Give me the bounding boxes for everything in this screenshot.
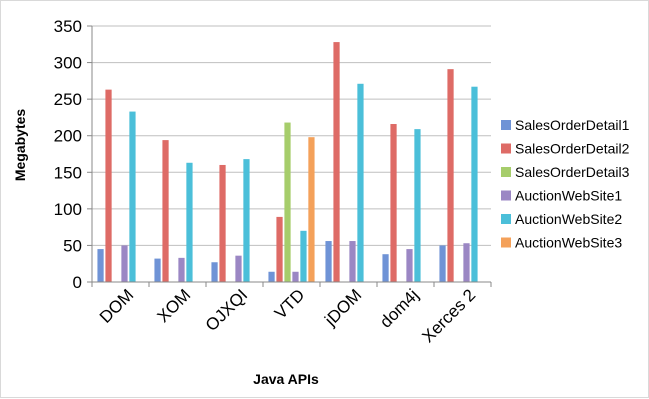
bar-AuctionWebSite1-jDOM bbox=[349, 241, 356, 282]
y-tick-label: 150 bbox=[54, 163, 82, 182]
legend-swatch bbox=[501, 190, 511, 201]
bar-AuctionWebSite2-XOM bbox=[186, 162, 193, 282]
legend-swatch bbox=[501, 237, 511, 248]
bar-AuctionWebSite1-XOM bbox=[178, 257, 185, 282]
bar-SalesOrderDetail2-Xerces 2 bbox=[447, 69, 454, 282]
bar-SalesOrderDetail1-OJXQI bbox=[211, 262, 218, 282]
bar-SalesOrderDetail1-dom4j bbox=[382, 254, 389, 282]
legend-label: SalesOrderDetail2 bbox=[515, 141, 630, 157]
y-axis-title: Megabytes bbox=[12, 109, 28, 182]
y-tick-label: 250 bbox=[54, 90, 82, 109]
bar-SalesOrderDetail2-XOM bbox=[162, 140, 169, 282]
bar-SalesOrderDetail2-jDOM bbox=[333, 42, 340, 282]
x-axis-title: Java APIs bbox=[253, 371, 319, 387]
y-tick-label: 0 bbox=[73, 273, 82, 292]
y-tick-label: 50 bbox=[63, 236, 82, 255]
bar-AuctionWebSite2-dom4j bbox=[414, 129, 421, 282]
x-tick-label: DOM bbox=[96, 285, 137, 326]
legend-label: SalesOrderDetail3 bbox=[515, 164, 630, 180]
bar-AuctionWebSite1-DOM bbox=[121, 245, 128, 282]
bar-AuctionWebSite1-VTD bbox=[292, 271, 299, 282]
bar-SalesOrderDetail3-VTD bbox=[284, 122, 291, 282]
y-tick-label: 350 bbox=[54, 17, 82, 36]
x-tick-label: Xerces 2 bbox=[418, 285, 479, 346]
x-tick-label: XOM bbox=[154, 285, 195, 326]
bar-AuctionWebSite3-VTD bbox=[308, 137, 315, 282]
bar-SalesOrderDetail1-XOM bbox=[154, 258, 161, 282]
bar-AuctionWebSite2-OJXQI bbox=[243, 159, 250, 282]
legend-swatch bbox=[501, 214, 511, 224]
legend-swatch bbox=[501, 143, 511, 154]
x-tick-label: dom4j bbox=[376, 285, 422, 331]
bar-SalesOrderDetail2-OJXQI bbox=[219, 164, 226, 282]
bar-SalesOrderDetail1-DOM bbox=[97, 249, 104, 282]
bar-SalesOrderDetail1-Xerces 2 bbox=[439, 245, 446, 282]
y-tick-label: 300 bbox=[54, 54, 82, 73]
bar-SalesOrderDetail1-jDOM bbox=[325, 241, 332, 282]
legend: SalesOrderDetail1 SalesOrderDetail2 SalesO… bbox=[501, 117, 630, 251]
bar-SalesOrderDetail2-DOM bbox=[105, 89, 112, 283]
bar-SalesOrderDetail2-VTD bbox=[276, 216, 283, 282]
bars bbox=[97, 42, 478, 283]
x-tick-label: VTD bbox=[271, 285, 308, 322]
bar-AuctionWebSite2-VTD bbox=[300, 230, 307, 282]
bar-AuctionWebSite1-dom4j bbox=[406, 249, 413, 282]
bar-AuctionWebSite1-OJXQI bbox=[235, 255, 242, 282]
bar-AuctionWebSite1-Xerces 2 bbox=[463, 243, 470, 282]
legend-label: AuctionWebSite1 bbox=[515, 188, 622, 204]
x-tick-label: jDOM bbox=[320, 285, 365, 330]
y-tick-label: 100 bbox=[54, 200, 82, 219]
gridlines bbox=[92, 25, 491, 246]
x-tick-label: OJXQI bbox=[202, 285, 252, 335]
legend-label: SalesOrderDetail1 bbox=[515, 117, 630, 133]
legend-label: AuctionWebSite3 bbox=[515, 235, 622, 251]
bar-AuctionWebSite2-DOM bbox=[129, 111, 136, 282]
legend-swatch bbox=[501, 167, 511, 177]
legend-label: AuctionWebSite2 bbox=[515, 211, 622, 227]
bar-SalesOrderDetail2-dom4j bbox=[390, 124, 397, 282]
bar-AuctionWebSite2-jDOM bbox=[357, 83, 364, 282]
y-tick-label: 200 bbox=[54, 127, 82, 146]
axes bbox=[87, 25, 492, 287]
bar-AuctionWebSite2-Xerces 2 bbox=[471, 86, 478, 282]
bar-SalesOrderDetail1-VTD bbox=[268, 271, 275, 282]
legend-swatch bbox=[501, 120, 511, 130]
